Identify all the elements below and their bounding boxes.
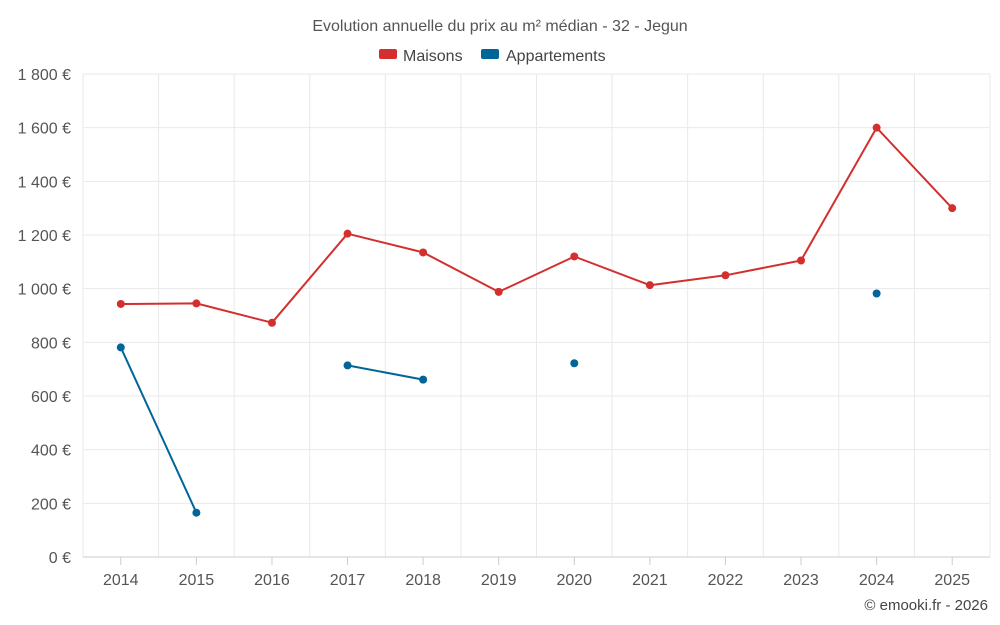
- x-tick-label: 2024: [859, 572, 895, 589]
- data-point-maisons[interactable]: [494, 287, 503, 296]
- series-line-appartements: [346, 364, 425, 381]
- data-point-appartements[interactable]: [343, 361, 352, 370]
- y-tick-label: 1 800 €: [18, 67, 71, 84]
- y-tick-label: 1 200 €: [18, 228, 71, 245]
- y-tick-label: 1 600 €: [18, 121, 71, 138]
- data-point-appartements[interactable]: [116, 343, 125, 352]
- x-tick-label: 2014: [103, 572, 139, 589]
- data-point-maisons[interactable]: [645, 281, 654, 290]
- series-line-maisons: [119, 126, 954, 324]
- x-tick-label: 2016: [254, 572, 290, 589]
- legend-item-maisons[interactable]: Maisons: [379, 48, 463, 65]
- data-point-maisons[interactable]: [419, 248, 428, 257]
- data-point-appartements[interactable]: [192, 508, 201, 517]
- x-tick-label: 2017: [330, 572, 366, 589]
- data-point-appartements[interactable]: [419, 375, 428, 384]
- data-point-maisons[interactable]: [721, 271, 730, 280]
- legend-label-appartements: Appartements: [506, 48, 606, 65]
- legend-swatch-appartements: [481, 49, 499, 59]
- data-point-maisons[interactable]: [116, 299, 125, 308]
- series-line-appartements: [119, 346, 198, 514]
- y-tick-label: 400 €: [31, 443, 71, 460]
- legend-item-appartements[interactable]: Appartements: [481, 48, 606, 65]
- data-point-maisons[interactable]: [797, 256, 806, 265]
- credit-text: © emooki.fr - 2026: [864, 597, 988, 614]
- data-point-maisons[interactable]: [267, 318, 276, 327]
- y-tick-label: 1 000 €: [18, 282, 71, 299]
- x-axis-labels: 2014 2015 2016 2017 2018 2019 2020 2021 2022 2023…: [103, 557, 970, 589]
- y-tick-label: 200 €: [31, 496, 71, 513]
- data-point-maisons[interactable]: [343, 229, 352, 238]
- x-tick-label: 2015: [179, 572, 215, 589]
- y-tick-label: 1 400 €: [18, 174, 71, 191]
- y-tick-label: 800 €: [31, 335, 71, 352]
- y-axis-labels: 0 € 200 € 400 € 600 € 800 € 1 000 € 1 200 € 1 4…: [18, 67, 71, 567]
- data-point-maisons[interactable]: [570, 252, 579, 261]
- legend: Maisons Appartements: [379, 48, 606, 65]
- series: [116, 123, 957, 517]
- data-point-appartements[interactable]: [570, 359, 579, 368]
- data-point-maisons[interactable]: [872, 123, 881, 132]
- x-tick-label: 2022: [708, 572, 744, 589]
- x-tick-label: 2025: [934, 572, 970, 589]
- data-point-maisons[interactable]: [948, 204, 957, 213]
- grid: [82, 73, 991, 558]
- chart-title: Evolution annuelle du prix au m² médian …: [312, 18, 687, 35]
- y-tick-label: 600 €: [31, 389, 71, 406]
- data-point-appartements[interactable]: [872, 289, 881, 298]
- x-tick-label: 2018: [405, 572, 441, 589]
- x-tick-label: 2021: [632, 572, 668, 589]
- y-tick-label: 0 €: [49, 550, 71, 567]
- legend-label-maisons: Maisons: [403, 48, 463, 65]
- data-point-maisons[interactable]: [192, 299, 201, 308]
- x-tick-label: 2023: [783, 572, 819, 589]
- x-tick-label: 2019: [481, 572, 517, 589]
- legend-swatch-maisons: [379, 49, 397, 59]
- x-tick-label: 2020: [556, 572, 592, 589]
